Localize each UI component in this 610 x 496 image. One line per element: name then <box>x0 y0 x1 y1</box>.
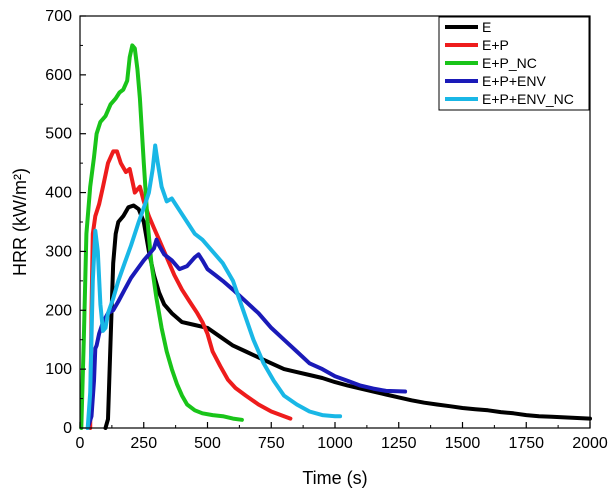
y-tick-label: 700 <box>45 8 72 25</box>
series-line-1 <box>88 149 293 430</box>
series-line-4 <box>85 143 343 430</box>
x-tick-label: 1500 <box>445 435 481 452</box>
y-tick-label: 300 <box>45 243 72 260</box>
x-tick-label: 250 <box>130 435 157 452</box>
x-tick-label: 1250 <box>381 435 417 452</box>
legend-label-1: E+P <box>482 37 509 53</box>
y-tick-label: 400 <box>45 185 72 202</box>
series-line-2 <box>79 43 244 430</box>
legend-label-4: E+P+ENV_NC <box>482 91 574 107</box>
y-axis-title: HRR (kW/m²) <box>10 168 30 276</box>
series-line-0 <box>103 203 592 430</box>
series-layer <box>79 43 592 430</box>
series-line-3 <box>85 237 408 430</box>
x-tick-label: 0 <box>76 435 85 452</box>
ticks-layer: 0 250 500 750 1000 1250 1500 1750 2000 0 100 200 300… <box>45 8 608 452</box>
y-tick-label: 0 <box>63 420 72 437</box>
x-tick-label: 500 <box>194 435 221 452</box>
legend-label-3: E+P+ENV <box>482 73 546 89</box>
legend-label-2: E+P_NC <box>482 55 537 71</box>
y-tick-label: 600 <box>45 67 72 84</box>
x-tick-label: 1750 <box>508 435 544 452</box>
x-tick-label: 750 <box>258 435 285 452</box>
y-tick-label: 200 <box>45 302 72 319</box>
legend: E E+P E+P_NC E+P+ENV E+P+ENV_NC <box>438 16 590 111</box>
x-axis-title: Time (s) <box>302 468 367 488</box>
y-tick-label: 500 <box>45 126 72 143</box>
x-tick-label: 2000 <box>572 435 608 452</box>
x-tick-label: 1000 <box>317 435 353 452</box>
legend-label-0: E <box>482 19 491 35</box>
y-tick-label: 100 <box>45 361 72 378</box>
